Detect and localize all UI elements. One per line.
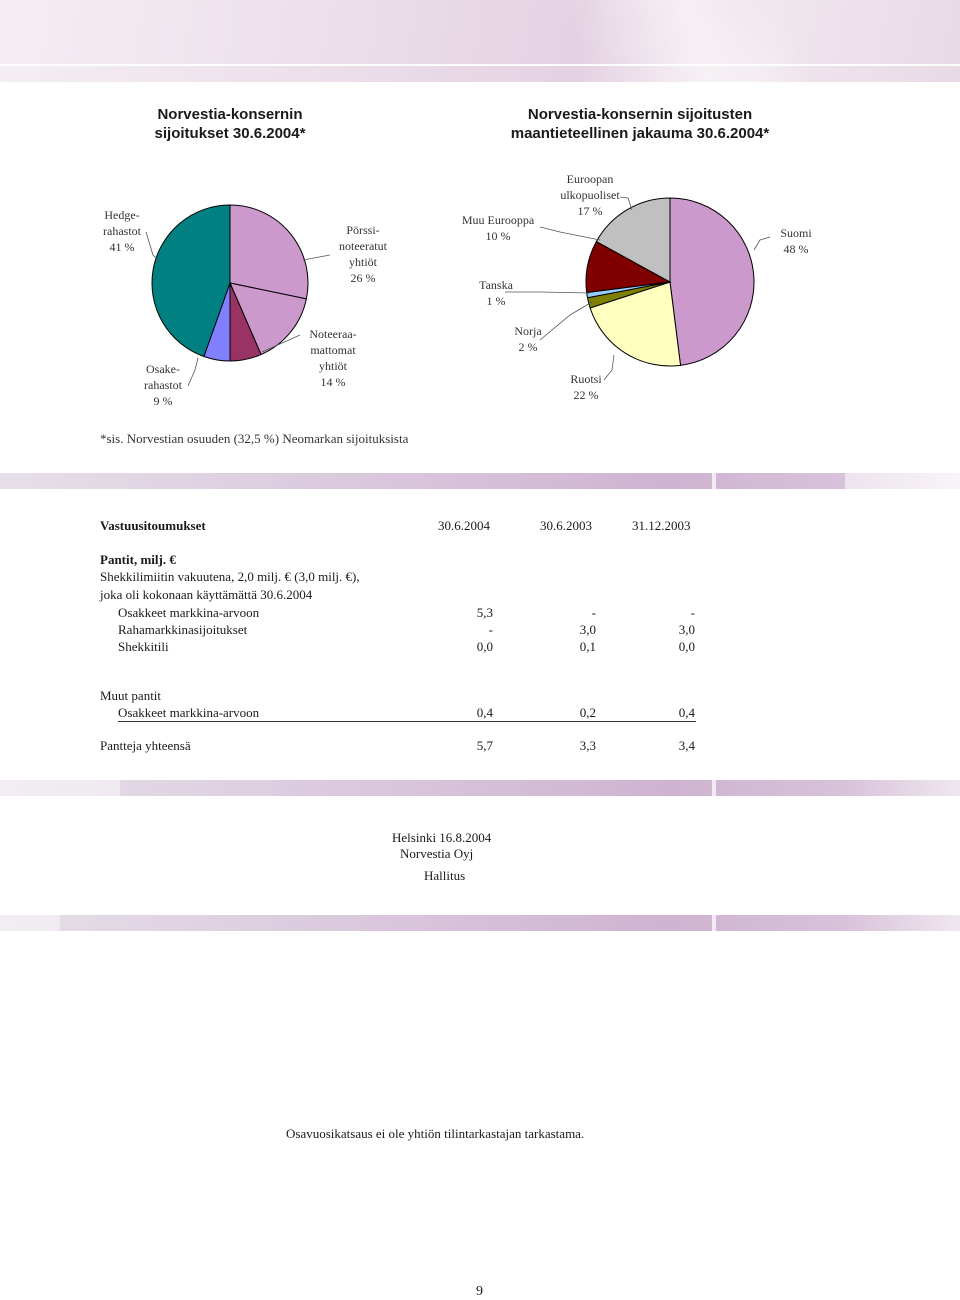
label-osake: Osake-rahastot 9 % bbox=[144, 362, 182, 408]
label-porssi: Pörssi-noteeratut yhtiöt 26 % bbox=[339, 223, 387, 285]
label-norja: Norja 2 % bbox=[514, 324, 542, 354]
note-line2: joka oli kokonaan käyttämättä 30.6.2004 bbox=[100, 587, 313, 602]
row-label: Shekkitili bbox=[118, 639, 169, 654]
row-label: Osakkeet markkina-arvoon bbox=[118, 605, 260, 620]
row-value: 0,0 bbox=[476, 639, 493, 654]
leader-line bbox=[302, 254, 331, 261]
row-value: - bbox=[591, 605, 596, 620]
label-tanska: Tanska 1 % bbox=[479, 278, 513, 308]
col-header-2003-06: 30.6.2003 bbox=[540, 518, 592, 533]
leader-line bbox=[539, 226, 601, 241]
slice-porssinoteeratut bbox=[229, 204, 309, 300]
pie1-chart bbox=[145, 196, 771, 387]
board: Hallitus bbox=[424, 868, 466, 883]
divider-stripe bbox=[0, 915, 960, 931]
label-muu: Muu Eurooppa 10 % bbox=[461, 213, 535, 243]
row-value: 0,2 bbox=[579, 705, 596, 720]
col-header-2004: 30.6.2004 bbox=[438, 518, 490, 533]
note-line1: Shekkilimiitin vakuutena, 2,0 milj. € (3… bbox=[100, 569, 360, 584]
total-value: 3,3 bbox=[579, 738, 596, 753]
divider-stripe bbox=[0, 473, 960, 489]
leader-line bbox=[261, 334, 301, 353]
label-hedge: Hedge-rahastot 41 % bbox=[103, 208, 141, 254]
slice-euroopan-ulkopuoliset bbox=[595, 197, 671, 283]
muut-heading: Muut pantit bbox=[100, 688, 162, 703]
row-value: - bbox=[690, 605, 695, 620]
sum-rule bbox=[118, 721, 696, 722]
pie2-title-line1: Norvestia-konsernin sijoitusten bbox=[527, 106, 753, 123]
slice-noteeraamattomat bbox=[229, 282, 307, 356]
place-date: Helsinki 16.8.2004 bbox=[392, 830, 492, 845]
page-number: 9 bbox=[476, 1284, 483, 1299]
label-ruotsi: Ruotsi 22 % bbox=[570, 372, 602, 402]
label-euroopan: Euroopan ulkopuoliset 17 % bbox=[560, 172, 620, 218]
pie1-title: Norvestia-konsernin sijoitukset 30.6.200… bbox=[120, 105, 340, 143]
row-value: 0,4 bbox=[476, 705, 493, 720]
footnote: *sis. Norvestian osuuden (32,5 %) Neomar… bbox=[100, 431, 409, 446]
row-value: 0,0 bbox=[678, 639, 695, 654]
pie1-title-line1: Norvestia-konsernin bbox=[157, 106, 303, 123]
total-label: Pantteja yhteensä bbox=[100, 738, 191, 753]
leader-line bbox=[187, 357, 199, 387]
leader-line bbox=[539, 301, 593, 341]
row-label: Osakkeet markkina-arvoon bbox=[118, 705, 260, 720]
row-label: Rahamarkkinasijoitukset bbox=[118, 622, 248, 637]
row-value: 5,3 bbox=[476, 605, 493, 620]
total-value: 5,7 bbox=[476, 738, 493, 753]
pie2-title: Norvestia-konsernin sijoitusten maantiet… bbox=[480, 105, 800, 143]
pie2-title-line2: maantieteellinen jakauma 30.6.2004* bbox=[510, 125, 770, 142]
slice-ruotsi bbox=[589, 281, 682, 367]
audit-note: Osavuosikatsaus ei ole yhtiön tilintarka… bbox=[286, 1126, 585, 1141]
row-value: 0,4 bbox=[678, 705, 695, 720]
pantit-heading: Pantit, milj. € bbox=[100, 552, 176, 567]
header-decoration bbox=[0, 0, 960, 82]
leader-line bbox=[753, 236, 771, 251]
leader-line bbox=[619, 196, 633, 211]
leader-line bbox=[603, 354, 615, 381]
label-noteer: Noteeraa-mattomat yhtiöt 14 % bbox=[309, 327, 357, 389]
table-heading: Vastuusitoumukset bbox=[100, 518, 206, 533]
row-value: 3,0 bbox=[678, 622, 695, 637]
col-header-2003-12: 31.12.2003 bbox=[632, 518, 691, 533]
leader-line bbox=[505, 291, 591, 294]
row-value: 3,0 bbox=[579, 622, 596, 637]
slice-suomi bbox=[669, 197, 755, 366]
pie1-title-line2: sijoitukset 30.6.2004* bbox=[154, 125, 306, 142]
company-name: Norvestia Oyj bbox=[400, 846, 474, 861]
slice-hedgerahastot bbox=[151, 204, 231, 358]
total-value: 3,4 bbox=[678, 738, 695, 753]
row-value: 0,1 bbox=[579, 639, 596, 654]
leader-line bbox=[145, 231, 161, 263]
label-suomi: Suomi 48 % bbox=[780, 226, 812, 256]
row-value: - bbox=[488, 622, 493, 637]
divider-stripe bbox=[0, 780, 960, 796]
